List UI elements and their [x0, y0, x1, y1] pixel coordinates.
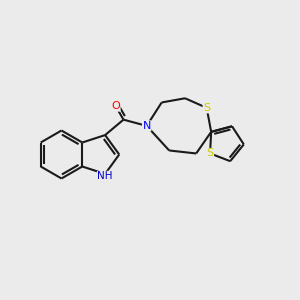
- Text: NH: NH: [98, 171, 113, 181]
- Text: S: S: [206, 148, 214, 158]
- Text: N: N: [142, 121, 151, 131]
- Text: O: O: [111, 101, 120, 111]
- Text: S: S: [203, 103, 210, 113]
